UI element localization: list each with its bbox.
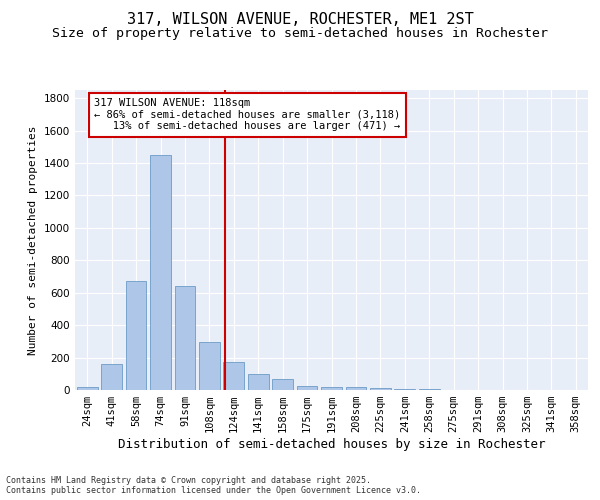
Bar — [150, 155, 171, 390]
Bar — [370, 388, 391, 390]
X-axis label: Distribution of semi-detached houses by size in Rochester: Distribution of semi-detached houses by … — [118, 438, 545, 451]
Text: 317 WILSON AVENUE: 118sqm
← 86% of semi-detached houses are smaller (3,118)
   1: 317 WILSON AVENUE: 118sqm ← 86% of semi-… — [94, 98, 400, 132]
Bar — [419, 389, 440, 390]
Bar — [296, 386, 317, 390]
Bar — [125, 282, 146, 390]
Bar — [272, 380, 293, 390]
Bar — [248, 374, 269, 390]
Bar — [175, 286, 196, 390]
Text: 317, WILSON AVENUE, ROCHESTER, ME1 2ST: 317, WILSON AVENUE, ROCHESTER, ME1 2ST — [127, 12, 473, 28]
Bar — [223, 362, 244, 390]
Bar — [321, 387, 342, 390]
Text: Contains HM Land Registry data © Crown copyright and database right 2025.
Contai: Contains HM Land Registry data © Crown c… — [6, 476, 421, 495]
Text: Size of property relative to semi-detached houses in Rochester: Size of property relative to semi-detach… — [52, 28, 548, 40]
Bar — [346, 387, 367, 390]
Bar — [101, 364, 122, 390]
Y-axis label: Number of semi-detached properties: Number of semi-detached properties — [28, 125, 38, 355]
Bar — [77, 387, 98, 390]
Bar — [394, 388, 415, 390]
Bar — [199, 342, 220, 390]
